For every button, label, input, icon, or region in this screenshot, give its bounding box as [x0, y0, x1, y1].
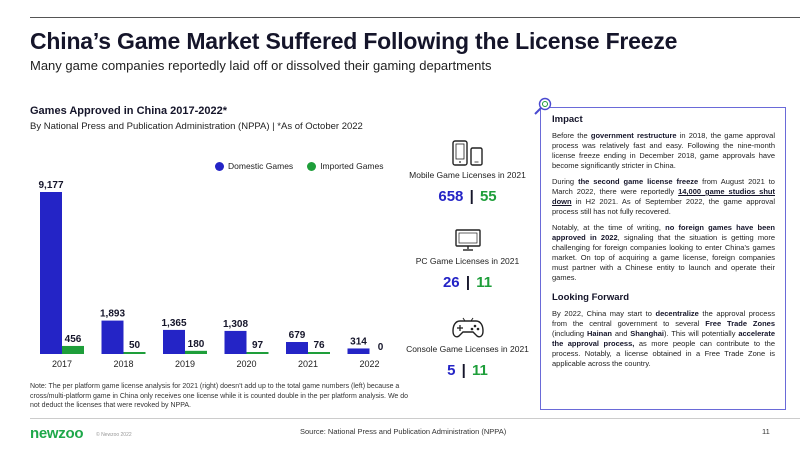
bar-imported-2017: [62, 345, 84, 354]
license-label-mobile: Mobile Game Licenses in 2021: [409, 170, 526, 180]
license-label-console: Console Game Licenses in 2021: [406, 344, 529, 354]
legend-dot-domestic: [215, 161, 224, 171]
bar-label-imported-2019: 180: [188, 339, 205, 350]
legend-item-domestic: Domestic Games: [215, 161, 293, 171]
bar-domestic-2017: [40, 192, 62, 354]
license-pc-domestic: 26: [442, 274, 460, 291]
license-mobile-separator: |: [469, 188, 474, 205]
license-mobile-domestic: 658: [438, 188, 464, 205]
impact-panel: Impact Before the government restructure…: [540, 107, 786, 410]
bar-label-domestic-2020: 1,308: [223, 319, 248, 330]
year-label-2019: 2019: [175, 359, 195, 369]
bar-imported-2020: [246, 352, 269, 354]
bar-domestic-2021: [286, 342, 308, 354]
p4-text-b: decentralize: [655, 309, 699, 318]
p4-text-j: accelerate the approval process,: [552, 329, 776, 348]
legend-label-domestic: Domestic Games: [228, 161, 294, 171]
p4-text-d: Free Trade Zones: [705, 319, 776, 328]
p2-text-b: the second game license freeze: [578, 177, 699, 186]
p4-text-e: (including: [552, 329, 587, 338]
bar-label-imported-2020: 97: [252, 340, 264, 351]
bar-label-domestic-2019: 1,365: [161, 318, 186, 329]
legend-item-imported: Imported Games: [307, 161, 384, 171]
p1-text-a: Before the: [552, 131, 591, 140]
impact-paragraph-1: Before the government restructure in 201…: [552, 131, 775, 171]
p1-text-c: in 2018, the game approval process was r…: [552, 131, 775, 170]
p4-text-g: and: [612, 329, 631, 338]
bar-domestic-2018: [101, 320, 124, 354]
year-label-2018: 2018: [113, 359, 133, 369]
monitor-icon: [454, 229, 481, 251]
bar-imported-2019: [185, 350, 207, 354]
forward-paragraph: By 2022, China may start to decentralize…: [552, 309, 775, 369]
p4-text-a: By 2022, China may start to: [552, 309, 656, 318]
p3-text-a: Notably, at the time of writing,: [552, 223, 666, 232]
copyright: © Newzoo 2022: [96, 432, 132, 438]
p4-text-k: as more people can contribute to the pro…: [552, 339, 776, 368]
mobile-tablet-icon: [451, 140, 483, 166]
license-block-mobile: Mobile Game Licenses in 2021 658 | 55: [405, 140, 530, 205]
chart-subtitle: By National Press and Publication Admini…: [30, 121, 363, 132]
license-mobile-imported: 55: [479, 188, 497, 205]
bottom-rule: [30, 418, 800, 419]
p3-text-c: , signaling that the situation is gettin…: [552, 233, 775, 282]
bar-domestic-2019: [163, 329, 185, 354]
looking-forward-heading: Looking Forward: [552, 292, 630, 303]
p4-text-c: the approval process from the central go…: [552, 309, 775, 328]
bar-domestic-2022: [347, 348, 370, 354]
bar-label-domestic-2021: 679: [289, 330, 306, 341]
license-pc-imported: 11: [476, 274, 493, 291]
license-label-pc: PC Game Licenses in 2021: [415, 256, 520, 266]
impact-paragraph-2: During the second game license freeze fr…: [552, 177, 775, 217]
bar-label-domestic-2022: 314: [350, 336, 367, 347]
impact-paragraph-3: Notably, at the time of writing, no fore…: [552, 223, 775, 283]
license-numbers-console: 5 | 11: [405, 362, 530, 379]
p4-text-f: Hainan: [586, 329, 612, 338]
p4-text-i: ). This will potentially: [664, 329, 739, 338]
bar-label-imported-2022: 0: [378, 342, 384, 353]
p3-text-b: no foreign games have been approved in 2…: [552, 223, 775, 242]
page-subtitle: Many game companies reportedly laid off …: [30, 58, 492, 73]
gamepad-icon: [451, 317, 484, 338]
bar-domestic-2020: [224, 330, 247, 354]
p2-text-a: During: [552, 177, 579, 186]
impact-heading: Impact: [552, 114, 583, 125]
year-label-2022: 2022: [359, 359, 379, 369]
year-label-2017: 2017: [52, 359, 72, 369]
top-rule: [30, 17, 800, 18]
bar-label-domestic-2017: 9,177: [38, 180, 63, 191]
license-console-domestic: 5: [447, 362, 456, 379]
year-label-2021: 2021: [298, 359, 318, 369]
license-pc-separator: |: [465, 274, 471, 291]
p4-text-h: Shanghai: [630, 329, 665, 338]
bar-label-domestic-2018: 1,893: [100, 309, 125, 320]
source-note: Source: National Press and Publication A…: [300, 427, 507, 436]
license-numbers-mobile: 658 | 55: [405, 188, 530, 205]
license-console-imported: 11: [472, 362, 488, 379]
page-number: 11: [762, 427, 770, 436]
year-label-2020: 2020: [236, 359, 256, 369]
p2-text-c: from August 2021 to March 2022, there we…: [552, 177, 775, 196]
bar-label-imported-2018: 50: [129, 340, 141, 351]
chart-note: Note: The per platform game license anal…: [30, 383, 409, 409]
newzoo-logo: newzoo: [30, 425, 84, 442]
chart-title: Games Approved in China 2017-2022*: [30, 105, 228, 117]
p2-text-d: 14,000 game studios shut down: [552, 187, 775, 206]
license-console-separator: |: [461, 362, 466, 379]
legend-dot-imported: [307, 161, 317, 171]
p1-text-b: government restructure: [590, 131, 677, 140]
chart-legend: Domestic Games Imported Games: [215, 161, 384, 171]
bar-label-imported-2021: 76: [313, 340, 325, 351]
license-block-console: Console Game Licenses in 2021 5 | 11: [405, 316, 530, 379]
license-numbers-pc: 26 | 11: [405, 274, 530, 291]
bar-imported-2018: [123, 352, 146, 354]
p2-text-e: in H2 2021. As of September 2022, the ga…: [552, 197, 775, 216]
page-title: China’s Game Market Suffered Following t…: [30, 28, 678, 54]
bar-label-imported-2017: 456: [65, 334, 82, 345]
bar-imported-2021: [308, 352, 330, 354]
magnifier-icon: [534, 97, 552, 115]
license-block-pc: PC Game Licenses in 2021 26 | 11: [405, 228, 530, 291]
legend-label-imported: Imported Games: [320, 161, 384, 171]
